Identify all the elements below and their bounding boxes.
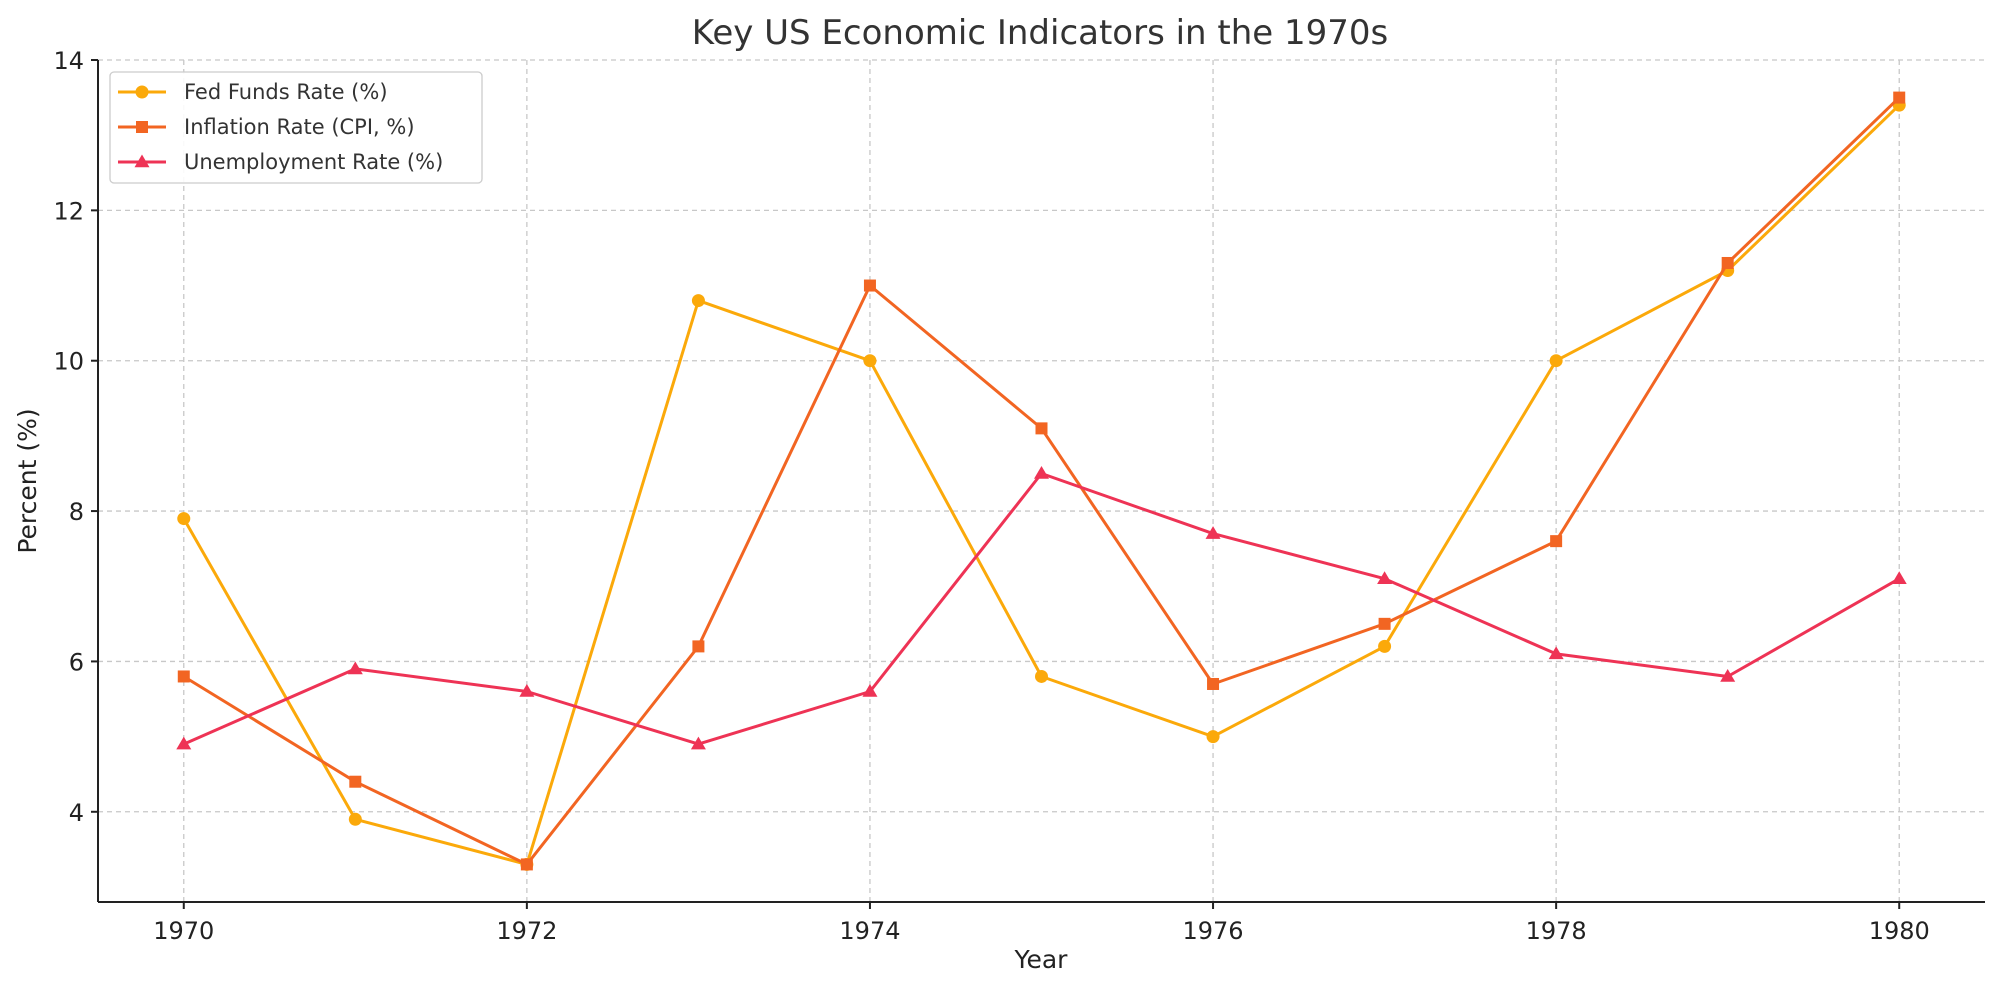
legend-marker [135,85,149,99]
y-tick-label: 14 [53,47,84,75]
inflation-line [183,96,1901,866]
fed-funds-point [863,354,877,368]
axes [97,60,1985,903]
unemployment-line [183,472,1900,746]
inflation-point [692,640,705,653]
unemployment-point [347,661,363,675]
inflation-point [1035,422,1048,435]
inflation-point [1721,256,1734,269]
legend: Fed Funds Rate (%) Inflation Rate (CPI, %… [109,71,483,184]
fed-funds-point [177,512,191,526]
y-tick-label: 6 [69,648,84,676]
fed-funds-point [1206,730,1220,744]
inflation-point [1893,91,1906,104]
unemployment-point [519,684,535,697]
fed-funds-line [182,104,1901,866]
x-tick-label: 1980 [1869,917,1930,945]
fed-funds-point [1035,669,1048,683]
inflation-point [1207,677,1220,690]
legend-item-inflation: Inflation Rate (CPI, %) [118,115,415,139]
chart-title: Key US Economic Indicators in the 1970s [692,13,1389,53]
unemployment-point [862,684,878,697]
unemployment-point [1891,571,1907,584]
inflation-point [349,775,362,788]
y-ticks: 4 6 8 10 12 14 [53,47,98,827]
fed-funds-point [1378,639,1392,653]
inflation-point [1378,617,1391,630]
x-tick-label: 1976 [1183,917,1244,945]
fed-funds-point [348,812,362,826]
y-tick-label: 12 [53,197,84,225]
inflation-point [863,279,876,292]
inflation-point [520,858,533,871]
series-unemployment [176,465,1907,750]
unemployment-point [1720,668,1736,682]
series-inflation [177,91,1906,871]
x-tick-label: 1974 [839,917,900,945]
legend-box [109,71,483,184]
series-fed-funds [177,98,1906,871]
legend-item-fed-funds: Fed Funds Rate (%) [118,80,388,104]
unemployment-point [176,736,192,750]
fed-funds-point [1549,354,1563,368]
legend-marker [134,154,150,168]
y-axis-label: Percent (%) [13,408,42,553]
legend-label: Fed Funds Rate (%) [184,80,388,104]
legend-item-unemployment: Unemployment Rate (%) [118,150,443,174]
unemployment-point [1548,646,1564,660]
y-tick-label: 4 [69,799,84,827]
y-tick-label: 8 [69,498,84,526]
grid-lines [98,59,1985,902]
inflation-point [1550,535,1563,548]
unemployment-point [1377,571,1393,584]
series-layer [176,91,1907,871]
legend-marker [136,121,148,133]
x-tick-label: 1970 [153,917,214,945]
unemployment-point [1205,526,1221,539]
x-ticks: 1970 1972 1974 1976 1978 1980 [153,902,1930,945]
unemployment-point [1034,465,1049,479]
unemployment-point [690,736,706,750]
legend-label: Unemployment Rate (%) [184,150,443,174]
inflation-point [177,670,190,683]
x-tick-label: 1978 [1526,917,1587,945]
legend-label: Inflation Rate (CPI, %) [184,115,415,139]
fed-funds-point [691,294,705,308]
x-tick-label: 1972 [496,917,557,945]
y-tick-label: 10 [53,348,84,376]
x-axis-label: Year [1014,945,1069,974]
